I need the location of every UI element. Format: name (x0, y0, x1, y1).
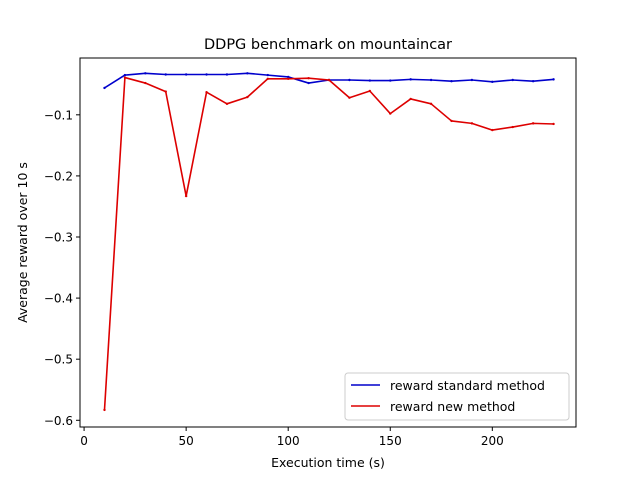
series-1-point (287, 77, 290, 80)
plot-area (79, 57, 577, 428)
y-tick-label: −0.2 (44, 169, 73, 183)
series-1-point (552, 122, 555, 126)
series-1-point (470, 122, 474, 125)
series-layer (103, 72, 555, 412)
series-0-point (450, 80, 453, 83)
legend-label-new: reward new method (390, 399, 515, 414)
series-0-point (368, 79, 372, 82)
chart-title: DDPG benchmark on mountaincar (204, 37, 452, 53)
series-0-point (287, 75, 290, 79)
x-tick-label: 200 (481, 434, 504, 448)
legend: reward standard method reward new method (344, 372, 570, 421)
series-0-point (164, 73, 167, 76)
x-tick-label: 50 (178, 434, 193, 448)
series-1-point (450, 119, 453, 123)
series-0-point (205, 73, 208, 76)
y-axis-label: Average reward over 10 s (15, 162, 30, 323)
x-axis: 0 50 100 150 200 (80, 427, 504, 448)
series-1-point (491, 128, 494, 132)
y-axis: −0.6 −0.5 −0.4 −0.3 −0.2 −0.1 (44, 108, 80, 428)
series-1-point (348, 96, 351, 99)
legend-box (344, 372, 570, 421)
series-0-point (103, 86, 106, 90)
series-1-point (327, 78, 331, 82)
series-1-point (389, 112, 392, 115)
x-tick-label: 100 (277, 434, 300, 448)
series-1-point (266, 77, 269, 80)
series-0-point (184, 73, 188, 76)
series-0-point (266, 73, 269, 77)
series-1-point (184, 194, 188, 198)
series-1-point (511, 125, 514, 129)
series-0-point (348, 78, 351, 82)
series-0-point (144, 72, 147, 75)
series-1-point (246, 95, 249, 99)
series-1-point (409, 97, 412, 101)
y-tick-label: −0.1 (44, 108, 73, 122)
series-1-point (368, 89, 372, 93)
series-0-point (470, 78, 474, 82)
series-1-point (307, 76, 310, 80)
series-1-point (164, 90, 167, 93)
x-axis-label: Execution time (s) (271, 455, 385, 470)
series-0-point (491, 80, 494, 84)
series-0-point (409, 78, 412, 81)
series-1-point (429, 102, 433, 106)
series-1-point (103, 408, 106, 412)
x-tick-label: 0 (80, 434, 88, 448)
series-1-point (531, 122, 535, 125)
axes-frame (79, 57, 577, 428)
legend-label-standard: reward standard method (390, 378, 545, 393)
x-tick-label: 150 (379, 434, 402, 448)
series-1-point (123, 76, 127, 79)
series-0-point (389, 79, 392, 82)
series-0-point (123, 73, 127, 77)
series-0-point (225, 73, 229, 76)
y-tick-label: −0.4 (44, 292, 73, 306)
series-0-point (552, 78, 555, 81)
series-0-point (307, 81, 310, 85)
series-1-point (144, 81, 147, 85)
series-0-point (246, 72, 249, 75)
series-0-point (429, 78, 433, 82)
y-tick-label: −0.6 (44, 414, 73, 428)
y-tick-label: −0.3 (44, 231, 73, 245)
series-0-point (511, 78, 514, 82)
series-1-point (205, 91, 208, 94)
y-tick-label: −0.5 (44, 353, 73, 367)
series-0-point (531, 80, 535, 83)
series-1-point (225, 102, 229, 106)
